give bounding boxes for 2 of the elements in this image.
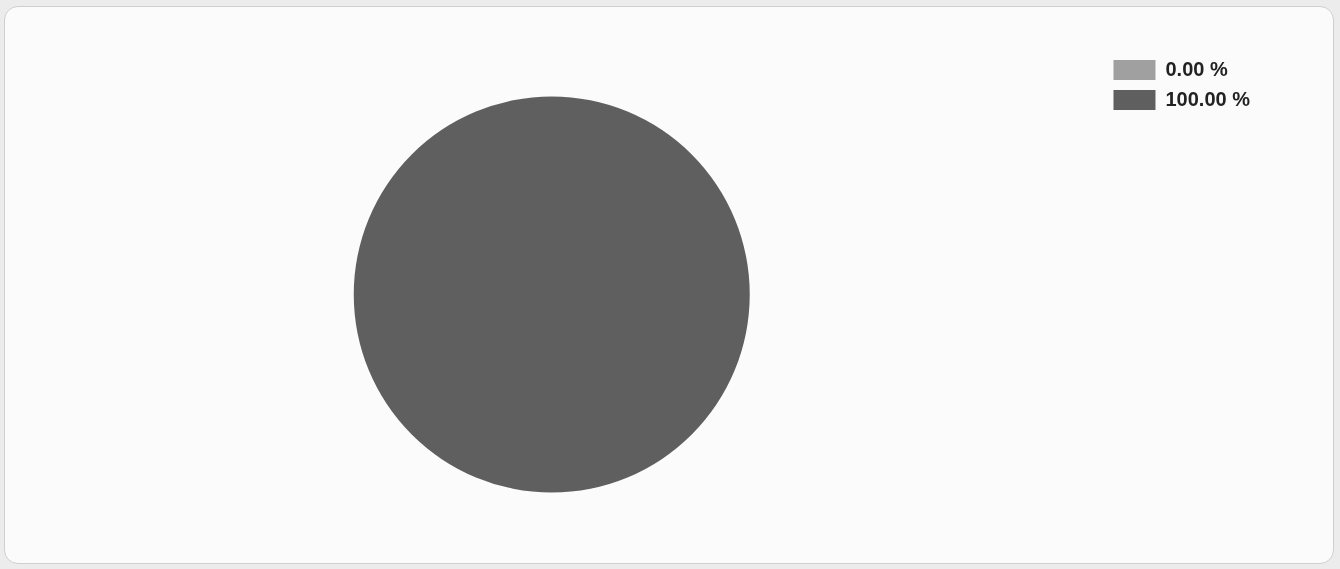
legend-label: 0.00 %: [1165, 57, 1228, 80]
legend-label: 100.00 %: [1165, 87, 1251, 110]
